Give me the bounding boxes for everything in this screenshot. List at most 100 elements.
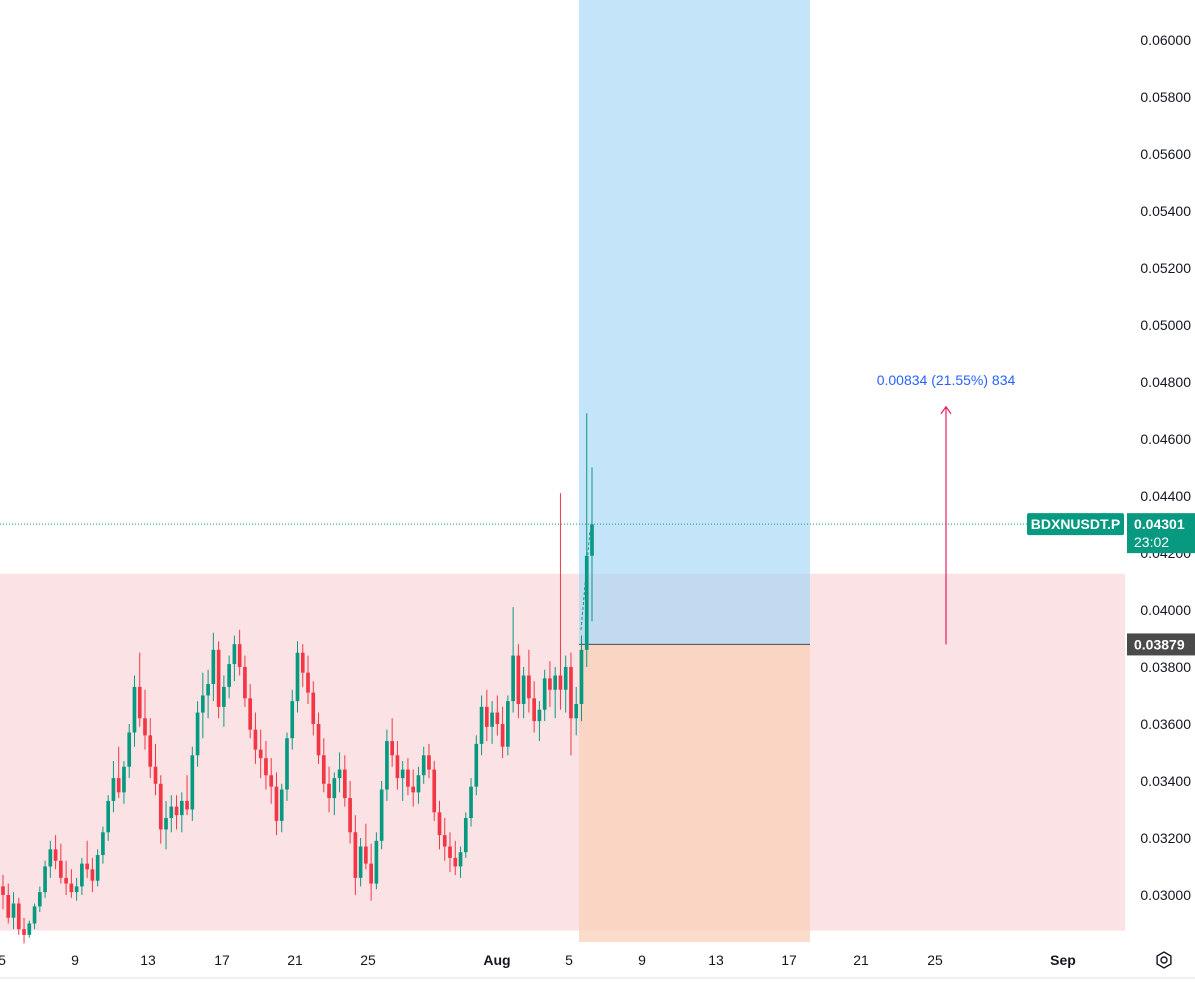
candle bbox=[458, 846, 463, 878]
candle-body bbox=[332, 778, 337, 799]
gear-icon[interactable] bbox=[1154, 950, 1174, 970]
symbol-tag: BDXNUSDT.P bbox=[1027, 513, 1124, 536]
candle-body bbox=[179, 800, 184, 816]
time-tick-label: 17 bbox=[214, 952, 230, 968]
candle-body bbox=[374, 840, 379, 884]
candle-body bbox=[390, 741, 395, 756]
price-tick-label: 0.05400 bbox=[1140, 203, 1191, 219]
candle-body bbox=[158, 783, 163, 830]
candle-body bbox=[484, 706, 489, 727]
candle-body bbox=[364, 846, 368, 864]
candle bbox=[553, 666, 558, 719]
candle bbox=[237, 629, 242, 676]
candle bbox=[164, 800, 168, 850]
candle-body bbox=[553, 675, 558, 690]
candle-body bbox=[148, 735, 153, 767]
candle bbox=[32, 903, 37, 930]
candle bbox=[158, 775, 163, 844]
candle bbox=[474, 735, 479, 796]
demand-zone[interactable] bbox=[0, 573, 1125, 931]
position-stop-zone[interactable] bbox=[579, 644, 810, 942]
candle-body bbox=[463, 818, 468, 853]
candle bbox=[537, 701, 542, 742]
candle-body bbox=[337, 769, 342, 779]
candle-body bbox=[264, 758, 268, 776]
price-tick-label: 0.03800 bbox=[1140, 659, 1191, 675]
candle-body bbox=[579, 649, 584, 705]
candle-body bbox=[584, 555, 589, 650]
candle-body bbox=[348, 798, 352, 833]
candle bbox=[153, 743, 158, 796]
candle bbox=[542, 669, 547, 722]
candle-body bbox=[143, 718, 147, 736]
candle-body bbox=[211, 649, 216, 685]
price-axis[interactable]: 0.06000 0.05800 0.05600 0.05400 0.05200 0.050… bbox=[1140, 32, 1191, 903]
candle-body bbox=[358, 846, 363, 878]
candle bbox=[400, 761, 405, 801]
candle bbox=[227, 655, 231, 699]
candle-body bbox=[353, 832, 358, 878]
candle bbox=[385, 729, 389, 801]
price-tick-label: 0.05600 bbox=[1140, 146, 1191, 162]
candle bbox=[132, 675, 137, 747]
candle bbox=[490, 701, 494, 744]
candle-body bbox=[469, 786, 473, 819]
candle bbox=[74, 877, 79, 901]
candle bbox=[527, 649, 531, 713]
candle bbox=[185, 775, 189, 816]
candle bbox=[290, 689, 295, 750]
time-axis[interactable]: 5 9 13 17 21 25 Aug 5 9 13 17 21 25 Sep bbox=[0, 952, 1195, 979]
candle bbox=[574, 686, 579, 736]
entry-price-tag-bg bbox=[1127, 633, 1195, 656]
candle bbox=[211, 632, 216, 702]
position-layer[interactable] bbox=[579, 0, 810, 942]
candle-body bbox=[174, 806, 179, 816]
candle bbox=[179, 792, 184, 833]
candle-body bbox=[521, 675, 526, 705]
candle bbox=[548, 661, 552, 707]
candle bbox=[232, 635, 237, 682]
time-tick-label: 9 bbox=[638, 952, 646, 968]
price-tick-label: 0.05800 bbox=[1140, 89, 1191, 105]
candle bbox=[337, 752, 342, 793]
candle-body bbox=[532, 698, 536, 722]
candle-body bbox=[516, 655, 521, 705]
position-profit-zone[interactable] bbox=[579, 0, 810, 645]
candle-body bbox=[53, 849, 58, 861]
candle bbox=[300, 644, 305, 687]
time-tick-label: 13 bbox=[708, 952, 724, 968]
candle bbox=[348, 780, 352, 844]
candle bbox=[437, 800, 442, 850]
candle-body bbox=[111, 778, 116, 801]
price-tick-label: 0.05200 bbox=[1140, 260, 1191, 276]
candle-body bbox=[237, 644, 242, 667]
candle-body bbox=[300, 652, 305, 673]
candle bbox=[64, 860, 68, 895]
candle-body bbox=[95, 855, 100, 881]
candle bbox=[532, 681, 536, 733]
candle-body bbox=[169, 806, 174, 819]
candle bbox=[379, 780, 384, 850]
time-tick-label: Sep bbox=[1050, 952, 1076, 968]
candle bbox=[206, 669, 210, 719]
candle bbox=[427, 743, 431, 779]
measure-layer[interactable]: 0.00834 (21.55%) 834 bbox=[877, 372, 1016, 645]
time-tick-label: 21 bbox=[853, 952, 869, 968]
candle-body bbox=[11, 903, 16, 918]
candle bbox=[243, 655, 247, 707]
candle-body bbox=[1, 886, 5, 895]
candle bbox=[521, 666, 526, 719]
candle-body bbox=[185, 800, 189, 810]
price-tick-label: 0.04000 bbox=[1140, 602, 1191, 618]
candle-body bbox=[306, 672, 310, 693]
candle bbox=[327, 766, 331, 813]
candle bbox=[479, 695, 484, 756]
candle bbox=[200, 672, 205, 739]
candle bbox=[122, 761, 126, 804]
candle bbox=[127, 723, 132, 779]
candle bbox=[116, 746, 121, 799]
candle-body bbox=[216, 649, 221, 707]
candle-body bbox=[379, 789, 384, 841]
